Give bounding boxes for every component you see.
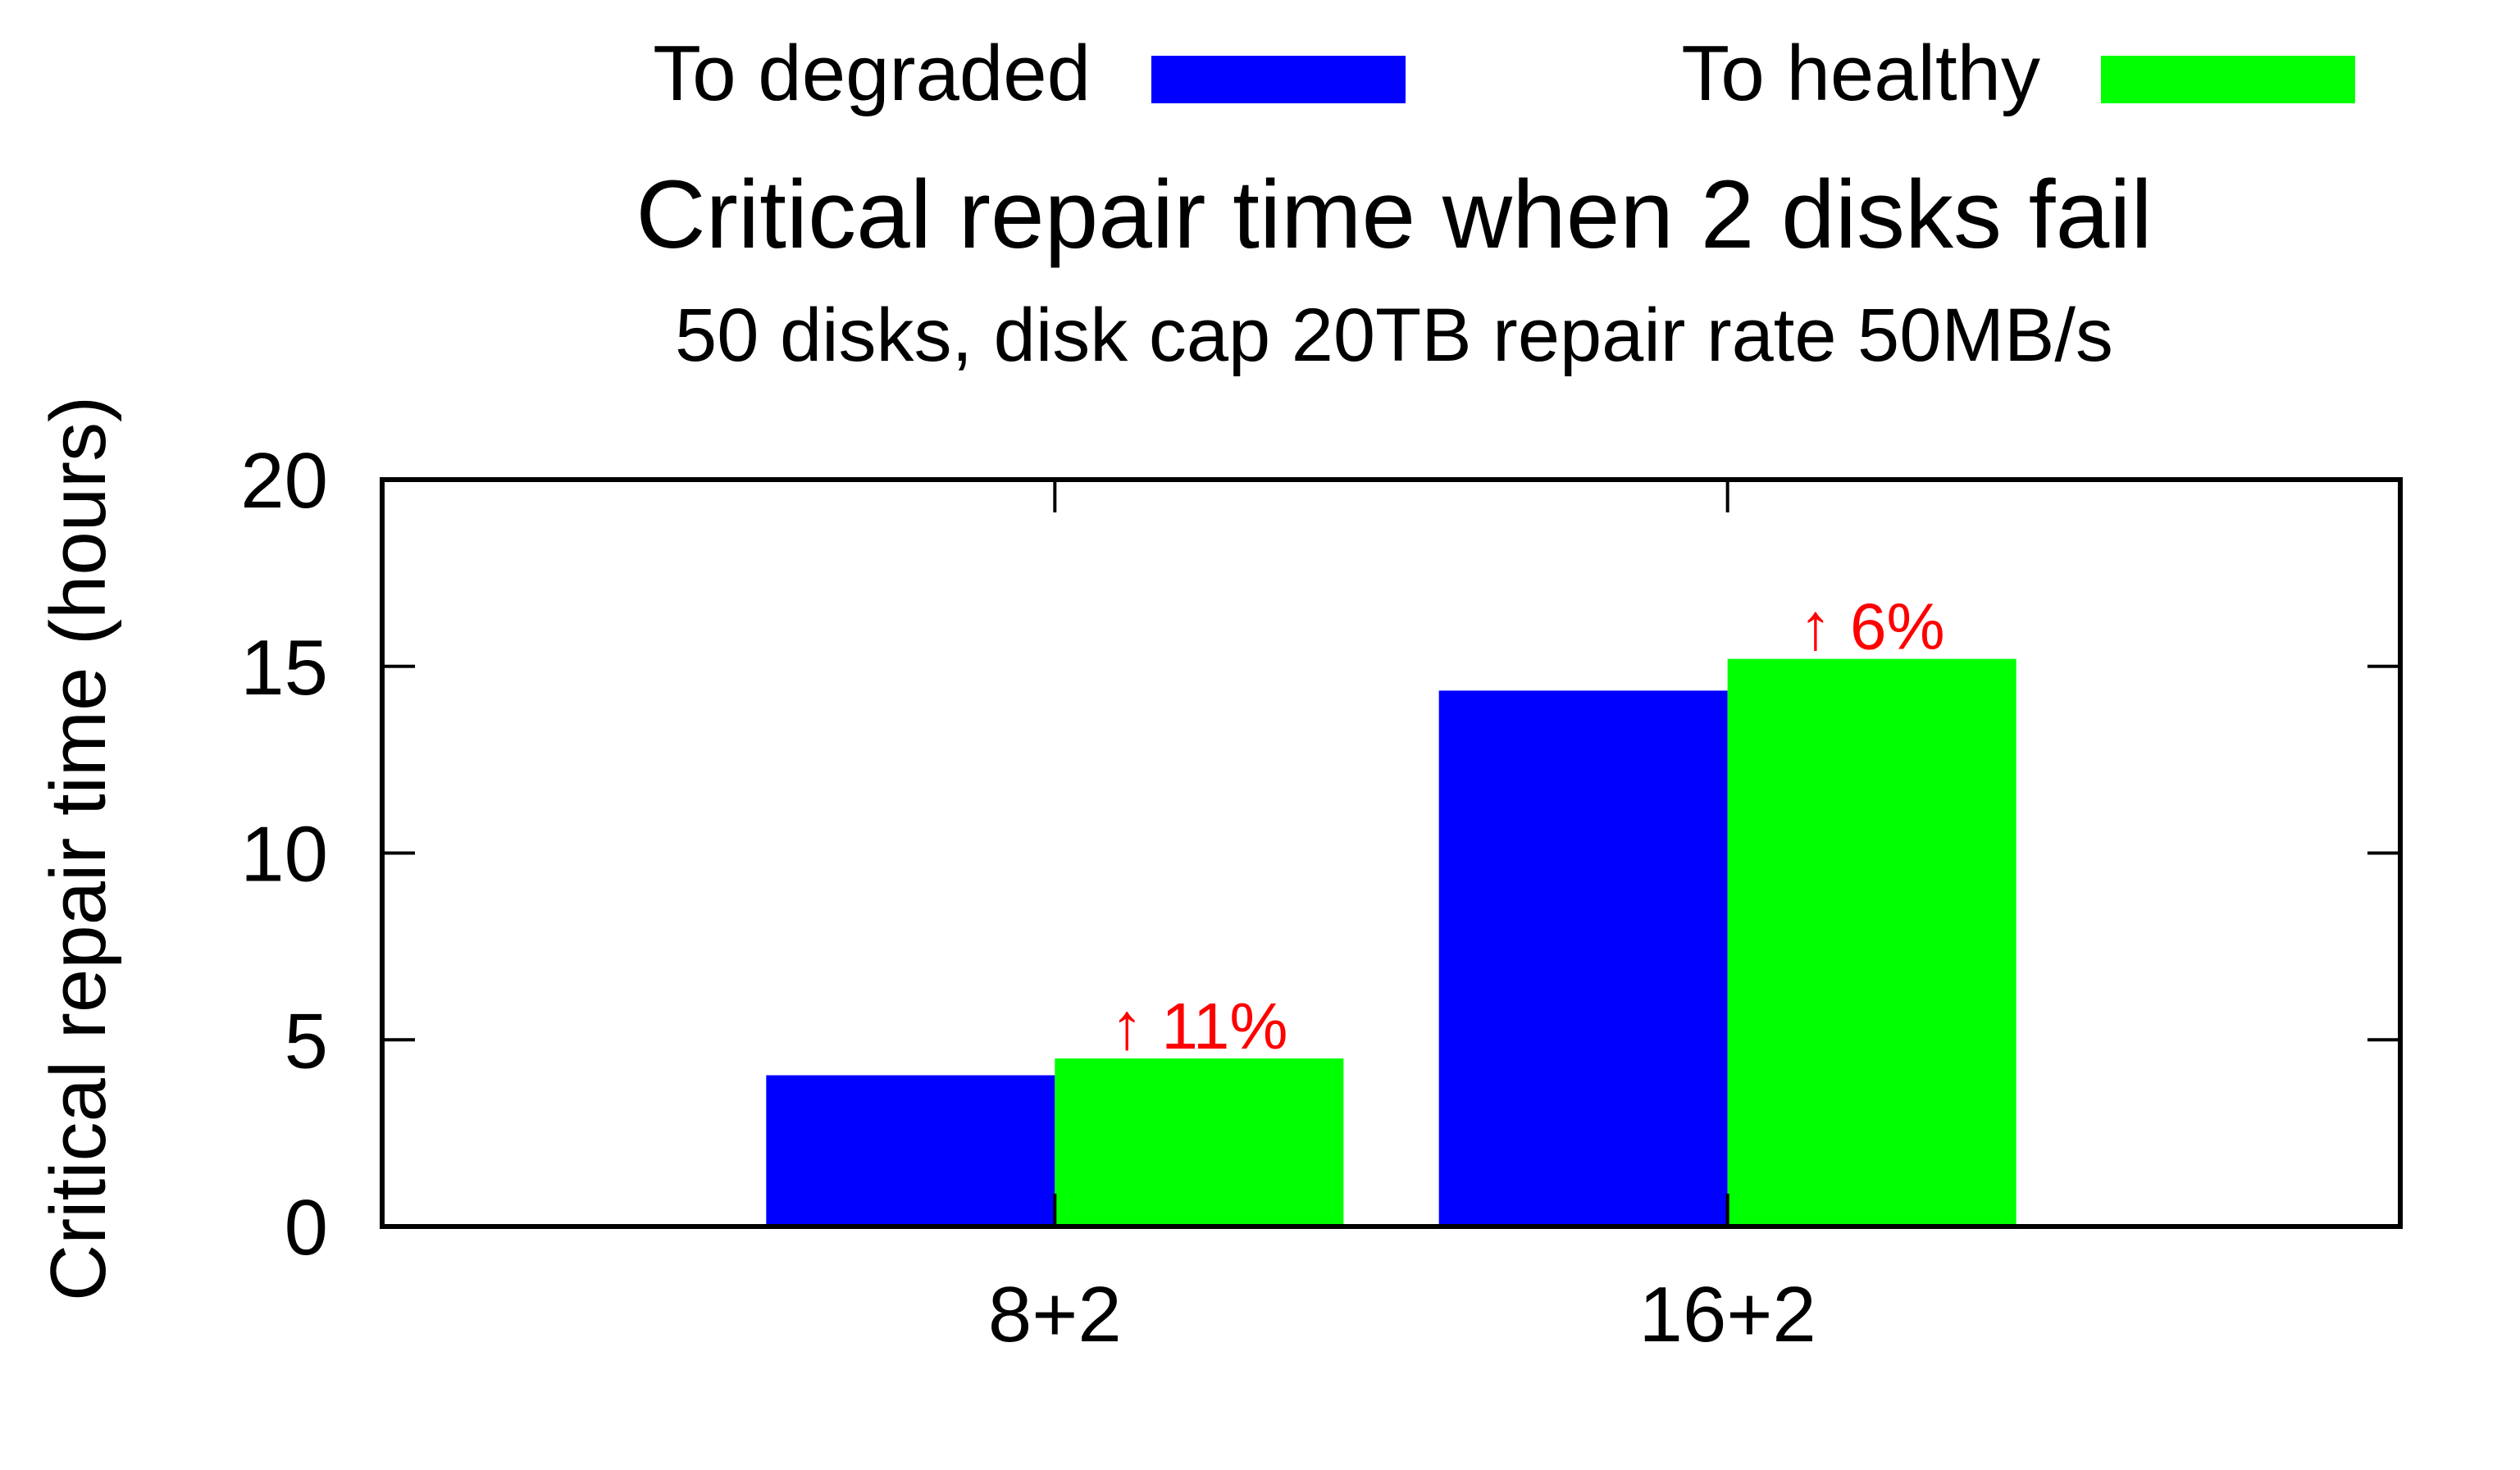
y-tick-label-4: 20 (240, 437, 328, 525)
plot-frame (380, 477, 2403, 1229)
annotation-0: ↑ 11% (1110, 990, 1287, 1063)
legend-label-1: To healthy (1681, 30, 2040, 117)
chart-subtitle: 50 disks, disk cap 20TB repair rate 50MB… (675, 294, 2113, 377)
bars-group (766, 658, 2016, 1227)
bar-to-degraded-16plus2 (1438, 690, 1728, 1227)
y-axis-label: Critical repair time (hours) (34, 396, 122, 1301)
y-tick-label-1: 5 (285, 997, 328, 1085)
tick-labels-group: 8+2 16+2 0 5 10 15 20 (240, 437, 1816, 1358)
x-tick-label-1: 16+2 (1639, 1271, 1816, 1358)
y-tick-label-0: 0 (285, 1184, 328, 1272)
bar-to-healthy-8plus2 (1055, 1058, 1344, 1227)
chart-title: Critical repair time when 2 disks fail (636, 161, 2152, 269)
annotations-group: ↑ 11% ↑ 6% (1110, 590, 1944, 1063)
legend-label-0: To degraded (653, 30, 1091, 117)
x-tick-label-0: 8+2 (988, 1271, 1122, 1358)
y-tick-label-2: 10 (240, 811, 328, 899)
y-tick-label-3: 15 (240, 624, 328, 712)
bar-to-healthy-16plus2 (1727, 658, 2016, 1227)
legend-swatch-1 (2101, 56, 2355, 103)
legend: To degraded To healthy (653, 30, 2355, 117)
legend-swatch-0 (1151, 56, 1406, 103)
bar-to-degraded-8plus2 (766, 1075, 1055, 1227)
annotation-1: ↑ 6% (1799, 590, 1945, 663)
